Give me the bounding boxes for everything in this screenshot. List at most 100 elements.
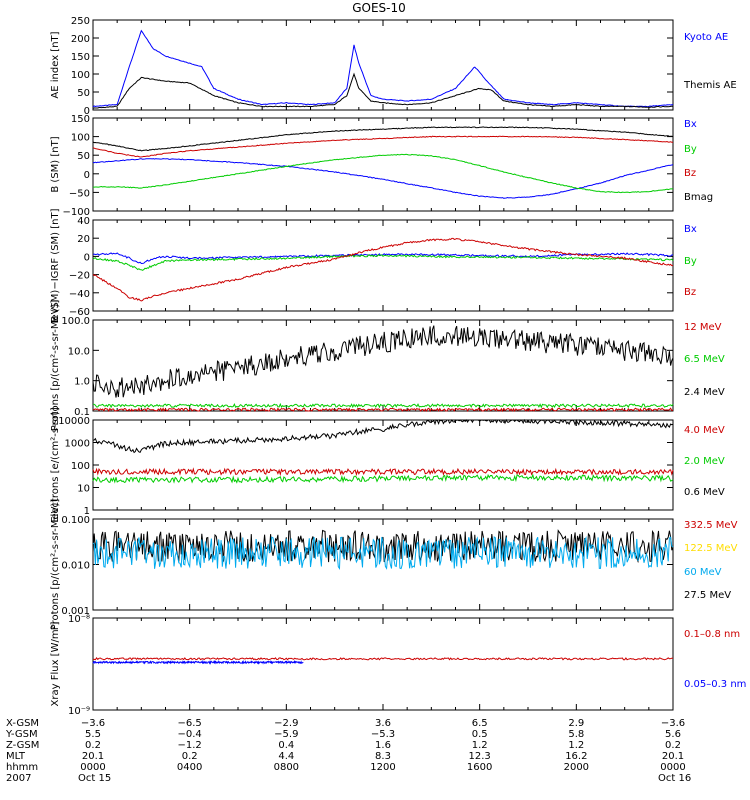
footer-value: 8.3	[375, 751, 391, 762]
y-tick-label: −50	[69, 188, 90, 199]
legend-label: Bz	[684, 287, 696, 298]
footer-value: 1200	[370, 762, 396, 773]
series-line	[92, 254, 674, 271]
panel-frame	[92, 117, 674, 212]
panel-frame	[92, 419, 674, 511]
y-tick-label: 1000	[65, 439, 90, 450]
panel-1: 250 200 150 100 50 0 AE index [nT] Kyoto AE Them…	[50, 16, 737, 117]
footer-value: 4.4	[278, 751, 295, 762]
y-tick-label: 50	[77, 88, 90, 99]
series-line	[92, 402, 674, 409]
footer-value: 1600	[466, 762, 493, 773]
series-line	[92, 158, 674, 199]
series-line	[92, 467, 674, 477]
footer-value: 0800	[273, 762, 300, 773]
y-tick-label: −100	[63, 207, 90, 218]
footer-value: −0.4	[177, 729, 202, 740]
footer-value: 16.2	[565, 751, 588, 762]
y-tick-label: 10.0	[68, 346, 90, 357]
footer-value: −6.5	[177, 718, 202, 729]
y-tick-label: 200	[71, 34, 90, 45]
legend-label: 0.6 MeV	[684, 487, 725, 498]
panel-frame	[92, 319, 674, 412]
legend-label: 122.5 MeV	[684, 543, 738, 554]
panel-3: 40 20 0 −20 −40 −60 B (SM)−IGRF (SM) [nT] Bx By B…	[50, 208, 697, 322]
footer-value: 1.6	[375, 740, 391, 751]
y-axis-label: Protons [p/(cm²-s-sr-MeV)]	[50, 300, 61, 432]
y-tick-label: 100	[71, 70, 90, 81]
series-line	[92, 535, 674, 571]
footer-value: 1.2	[471, 740, 488, 751]
footer-row-label: 2007	[6, 773, 32, 784]
footer-value: 5.5	[85, 729, 101, 740]
footer-row-label: Z-GSM	[6, 740, 40, 751]
series-line	[93, 153, 674, 194]
footer-value: 1.2	[568, 740, 585, 751]
footer-value: 5.8	[568, 729, 585, 740]
footer-value: −3.6	[80, 718, 106, 729]
y-tick-label: 150	[71, 114, 90, 125]
chart-title: GOES-10	[352, 1, 406, 15]
series-line	[92, 529, 674, 564]
y-tick-label: 1	[84, 506, 90, 517]
legend-label: Kyoto AE	[684, 32, 728, 43]
y-tick-label: 0.010	[61, 561, 90, 572]
footer-value: 0000	[80, 762, 106, 773]
footer-value: 2.9	[568, 718, 585, 729]
y-tick-label: 150	[71, 52, 90, 63]
footer-row-label: MLT	[6, 751, 25, 762]
footer-value: −5.3	[370, 729, 396, 740]
y-tick-label: 20	[77, 234, 90, 245]
y-axis-label: B (SM) [nT]	[50, 136, 61, 192]
y-tick-label: 250	[71, 16, 90, 27]
series-line	[92, 325, 674, 398]
legend-label: 2.0 MeV	[684, 456, 725, 467]
legend-label: By	[684, 256, 697, 267]
footer-value: Oct 15	[78, 773, 112, 784]
legend-label: 27.5 MeV	[684, 590, 731, 601]
panel-frame	[92, 19, 674, 111]
footer-value: Oct 16	[658, 773, 692, 784]
footer-value: 20.1	[661, 751, 685, 762]
footer-value: 0.2	[181, 751, 198, 762]
y-axis-label: Xray Flux [W/m²]	[50, 621, 61, 706]
legend-label: 60 MeV	[684, 567, 722, 578]
legend-label: 332.5 MeV	[684, 520, 738, 531]
series-line	[92, 135, 673, 158]
footer-row-label: Y-GSM	[6, 729, 38, 740]
y-tick-label: 0.100	[61, 515, 90, 526]
footer-value: −2.9	[274, 718, 299, 729]
footer-value: 5.6	[665, 729, 681, 740]
y-tick-label: 50	[77, 151, 90, 162]
footer-value: −3.6	[660, 718, 686, 729]
panel-7: 10⁻⁸ 10⁻⁹ Xray Flux [W/m²] 0.1–0.8 nm 0.05–0…	[50, 614, 746, 717]
legend-label: 4.0 MeV	[684, 425, 725, 436]
footer-value: 0.4	[278, 740, 295, 751]
series-line	[92, 657, 674, 661]
footer-value: 0000	[660, 762, 686, 773]
legend-label: Bmag	[684, 192, 713, 203]
panel-frame	[92, 617, 674, 711]
footer-value: 3.6	[375, 718, 391, 729]
y-tick-label: −40	[69, 289, 90, 300]
panel-2: 150 100 50 0 −50 −100 B (SM) [nT] Bx By Bz Bmag	[50, 114, 713, 218]
series-line	[92, 473, 674, 484]
y-tick-label: 100	[71, 133, 90, 144]
y-tick-label: 0	[84, 252, 90, 263]
footer-value: 6.5	[471, 718, 488, 729]
legend-label: 2.4 MeV	[684, 387, 725, 398]
y-axis-label: Protons [p/(cm²-s-sr-MeV)]	[50, 499, 61, 631]
series-line	[92, 237, 674, 302]
panel-4: 100.0 10.0 1.0 0.1 Protons [p/(cm²-s-sr-MeV)…	[50, 300, 725, 432]
y-axis-label: Electrons [e/(cm²-s-sr)]	[50, 407, 61, 523]
y-tick-label: 0.1	[74, 407, 90, 418]
footer-value: −5.9	[274, 729, 299, 740]
footer-value: −1.2	[177, 740, 202, 751]
panel-5: 10000 1000 100 10 1 Electrons [e/(cm²-s-sr)] 4…	[50, 407, 725, 523]
series-line	[92, 29, 674, 108]
y-tick-label: 100.0	[61, 316, 90, 327]
y-axis-label: AE index [nT]	[50, 31, 61, 98]
legend-label: 12 MeV	[684, 322, 722, 333]
